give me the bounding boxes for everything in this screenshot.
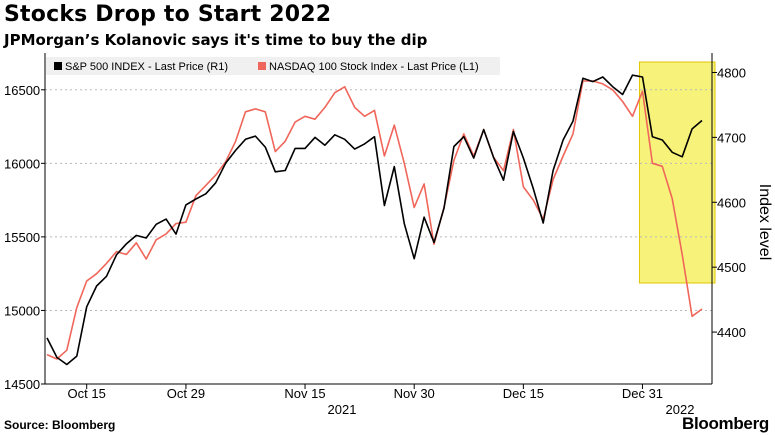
year-label-2022: 2022 xyxy=(666,402,695,417)
right-tick-label: 4700 xyxy=(717,130,746,145)
legend-swatch xyxy=(258,62,266,70)
axis-layer: 14500 15000 15500 16000 16500 4400 4500 4600 470… xyxy=(4,53,773,417)
right-tick-label: 4800 xyxy=(717,65,746,80)
sp500-line xyxy=(46,74,703,366)
chart-subtitle: JPMorgan’s Kolanovic says it's time to b… xyxy=(4,31,428,49)
left-tick-label: 15500 xyxy=(4,230,40,245)
left-tick-label: 16000 xyxy=(4,156,40,171)
x-tick-label: Dec 31 xyxy=(622,386,663,401)
right-axis-title: Index level xyxy=(756,184,773,261)
left-tick-label: 16500 xyxy=(4,83,40,98)
left-tick-label: 15000 xyxy=(4,303,40,318)
left-tick-label: 14500 xyxy=(4,377,40,392)
legend: S&P 500 INDEX - Last Price (R1) NASDAQ 10… xyxy=(46,57,500,75)
chart-title: Stocks Drop to Start 2022 xyxy=(4,2,332,27)
x-tick-label: Nov 30 xyxy=(394,386,435,401)
year-label-2021: 2021 xyxy=(328,402,357,417)
right-tick-label: 4500 xyxy=(717,260,746,275)
source-note: Source: Bloomberg xyxy=(4,418,116,432)
legend-swatch xyxy=(54,62,62,70)
x-tick-label: Dec 15 xyxy=(503,386,544,401)
legend-label: NASDAQ 100 Stock Index - Last Price (L1) xyxy=(269,61,479,73)
highlight-layer xyxy=(638,61,716,284)
right-tick-label: 4400 xyxy=(717,325,746,340)
bloomberg-logo: Bloomberg xyxy=(681,414,769,433)
nasdaq100-line xyxy=(46,80,703,360)
right-tick-label: 4600 xyxy=(717,195,746,210)
x-tick-label: Oct 29 xyxy=(167,386,205,401)
series-layer xyxy=(46,74,703,366)
legend-box xyxy=(46,57,500,75)
x-tick-label: Nov 15 xyxy=(284,386,325,401)
legend-label: S&P 500 INDEX - Last Price (R1) xyxy=(65,61,228,73)
x-tick-label: Oct 15 xyxy=(68,386,106,401)
highlight-box xyxy=(638,61,716,284)
